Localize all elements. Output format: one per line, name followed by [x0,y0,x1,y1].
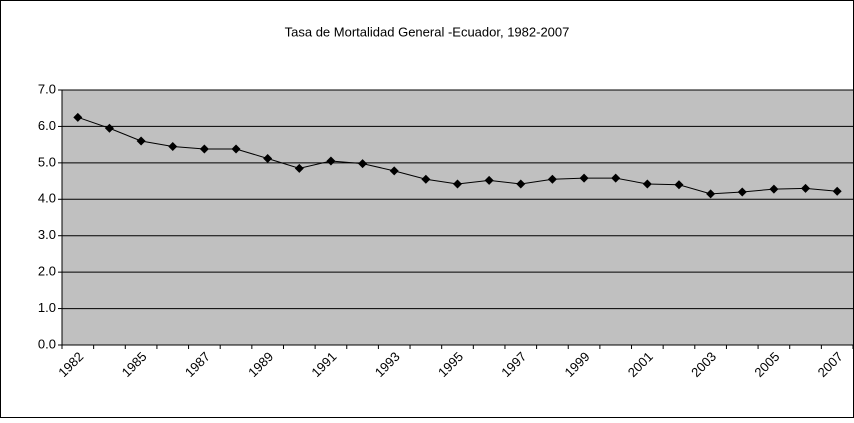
marker [104,123,114,133]
marker [801,183,811,193]
y-tick-label: 7.0 [38,81,56,96]
marker [294,163,304,173]
marker [737,187,747,197]
y-tick-label: 6.0 [38,118,56,133]
marker [453,179,462,189]
marker [611,173,621,183]
y-tick-label: 4.0 [38,191,56,206]
y-tick-label: 5.0 [38,154,56,169]
y-tick-label: 0.0 [38,336,56,351]
marker [263,153,273,163]
marker [326,156,336,166]
y-tick-label: 1.0 [38,300,56,315]
marker [642,179,652,189]
marker [199,144,209,154]
y-tick-label: 2.0 [38,264,56,279]
marker [769,184,779,194]
marker [706,189,716,199]
chart-title: Tasa de Mortalidad General -Ecuador, 198… [285,24,570,39]
marker [674,180,684,190]
marker [73,112,83,122]
marker [516,179,526,189]
marker [389,166,399,176]
marker [832,186,842,196]
marker [358,159,368,169]
marker [231,144,241,154]
plot-area [62,90,853,345]
marker [136,136,146,146]
marker [421,174,431,184]
marker [547,174,557,184]
marker [168,141,178,151]
marker [484,175,494,185]
marker [579,173,589,183]
y-tick-label: 3.0 [38,227,56,242]
